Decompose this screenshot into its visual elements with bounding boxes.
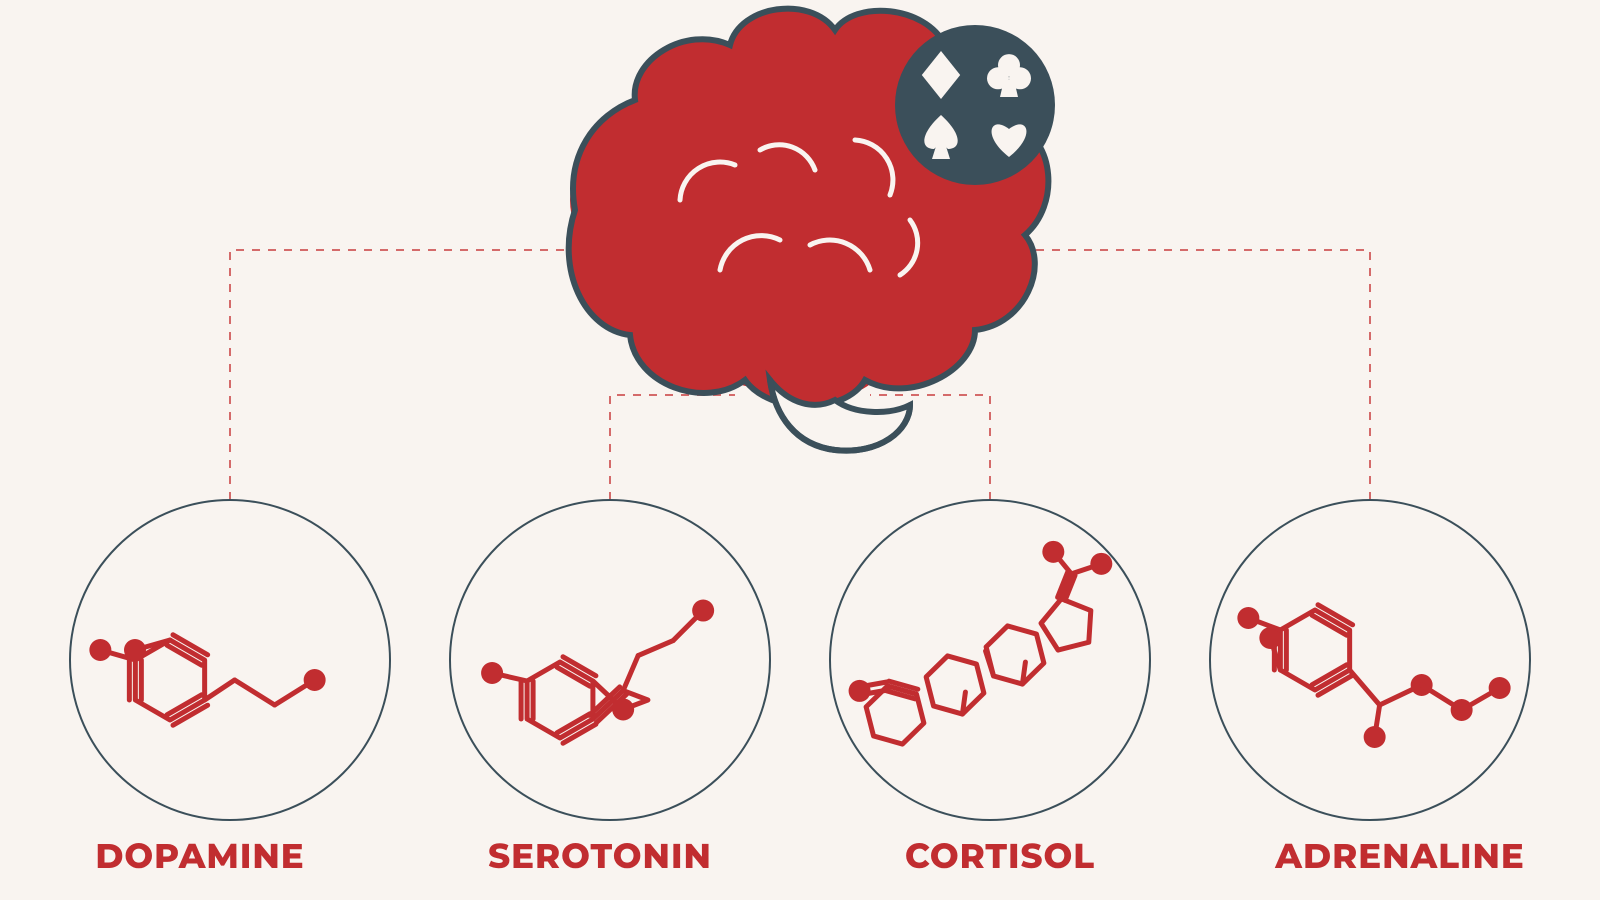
label-cortisol: CORTISOL	[800, 835, 1200, 877]
diagram-canvas	[0, 0, 1600, 900]
label-serotonin: SEROTONIN	[400, 835, 800, 877]
label-adrenaline: ADRENALINE	[1200, 835, 1600, 877]
label-dopamine: DOPAMINE	[0, 835, 400, 877]
labels-row: DOPAMINE SEROTONIN CORTISOL ADRENALINE	[0, 835, 1600, 877]
card-suits-badge	[895, 25, 1055, 185]
